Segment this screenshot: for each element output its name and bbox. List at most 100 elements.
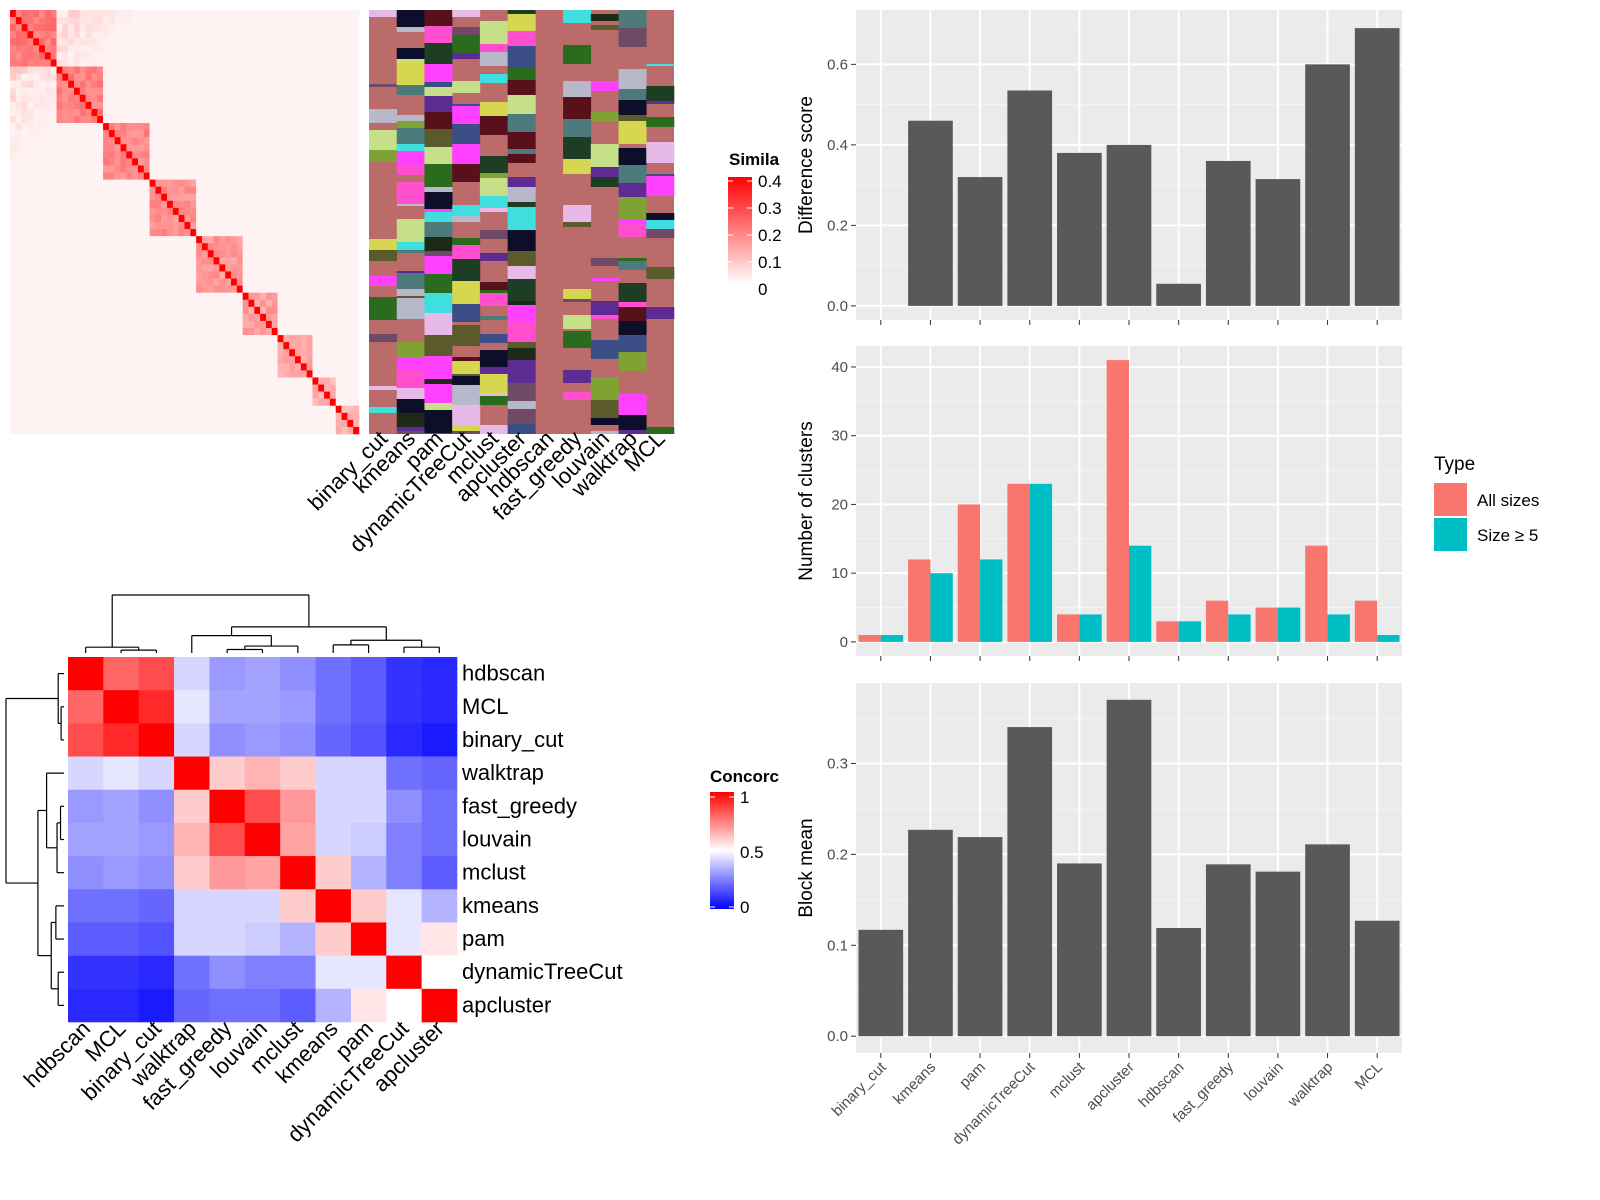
membership-segment bbox=[563, 159, 592, 174]
similarity-cell bbox=[73, 335, 81, 343]
similarity-cell bbox=[114, 207, 121, 216]
similarity-cell bbox=[260, 384, 267, 392]
similarity-cell bbox=[120, 285, 127, 293]
similarity-cell bbox=[271, 405, 278, 414]
similarity-cell bbox=[27, 278, 34, 286]
similarity-cell bbox=[50, 101, 57, 110]
similarity-cell bbox=[85, 222, 92, 230]
similarity-cell bbox=[242, 31, 249, 39]
similarity-cell bbox=[306, 257, 313, 265]
similarity-cell bbox=[265, 80, 273, 89]
similarity-cell bbox=[324, 123, 331, 131]
similarity-cell bbox=[137, 328, 145, 336]
similarity-cell bbox=[289, 222, 296, 230]
similarity-cell bbox=[324, 264, 331, 272]
similarity-cell bbox=[242, 384, 249, 392]
similarity-cell bbox=[201, 214, 209, 223]
similarity-cell bbox=[289, 10, 296, 18]
similarity-cell bbox=[295, 66, 302, 74]
similarity-cell bbox=[196, 80, 203, 89]
similarity-cell bbox=[219, 222, 226, 230]
similarity-cell bbox=[242, 207, 249, 216]
similarity-cell bbox=[271, 172, 278, 180]
similarity-cell bbox=[213, 271, 220, 279]
similarity-cell bbox=[254, 123, 261, 131]
similarity-cell bbox=[277, 214, 284, 223]
similarity-cell bbox=[196, 391, 203, 399]
similarity-cell bbox=[120, 193, 127, 202]
similarity-cell bbox=[21, 222, 28, 230]
similarity-cell bbox=[277, 200, 284, 209]
similarity-cell bbox=[300, 24, 307, 32]
similarity-cell bbox=[132, 165, 139, 173]
similarity-cell bbox=[149, 172, 156, 180]
similarity-cell bbox=[295, 412, 302, 421]
similarity-cell bbox=[120, 370, 127, 378]
similarity-cell bbox=[277, 130, 284, 138]
concordance-cell bbox=[315, 889, 352, 923]
similarity-cell bbox=[108, 73, 115, 81]
similarity-cell bbox=[213, 419, 220, 428]
similarity-cell bbox=[172, 59, 179, 67]
similarity-cell bbox=[114, 278, 121, 286]
similarity-cell bbox=[277, 285, 284, 293]
similarity-cell bbox=[219, 398, 226, 407]
similarity-cell bbox=[260, 250, 267, 258]
similarity-cell bbox=[347, 349, 354, 357]
similarity-cell bbox=[155, 101, 162, 110]
similarity-cell bbox=[219, 264, 226, 272]
similarity-cell bbox=[39, 137, 46, 145]
similarity-cell bbox=[347, 52, 354, 60]
similarity-cell bbox=[114, 349, 121, 357]
similarity-cell bbox=[219, 172, 226, 180]
similarity-cell bbox=[335, 313, 342, 322]
similarity-cell bbox=[103, 158, 110, 166]
similarity-cell bbox=[62, 214, 69, 223]
similarity-cell bbox=[300, 172, 307, 180]
similarity-cell bbox=[10, 313, 17, 322]
similarity-cell bbox=[213, 52, 220, 60]
bar bbox=[957, 177, 1003, 306]
similarity-cell bbox=[27, 419, 34, 428]
similarity-cell bbox=[347, 130, 354, 138]
similarity-cell bbox=[312, 165, 319, 173]
similarity-cell bbox=[347, 144, 354, 152]
similarity-cell bbox=[15, 313, 22, 322]
concordance-cell bbox=[244, 856, 281, 890]
similarity-cell bbox=[329, 292, 337, 301]
similarity-cell bbox=[15, 186, 22, 195]
similarity-cell bbox=[318, 320, 325, 329]
similarity-cell bbox=[341, 292, 348, 301]
similarity-legend-tick-label: 0 bbox=[758, 280, 767, 299]
similarity-cell bbox=[10, 370, 17, 378]
membership-segment bbox=[424, 82, 453, 87]
similarity-cell bbox=[318, 363, 325, 371]
similarity-cell bbox=[79, 363, 86, 371]
similarity-cell bbox=[68, 236, 75, 244]
similarity-cell bbox=[207, 405, 214, 414]
similarity-cell bbox=[248, 335, 255, 343]
similarity-cell bbox=[225, 172, 232, 180]
similarity-cell bbox=[44, 292, 52, 301]
similarity-cell bbox=[137, 243, 145, 251]
similarity-cell bbox=[289, 186, 296, 195]
membership-segment bbox=[424, 410, 453, 433]
similarity-cell bbox=[50, 320, 57, 329]
similarity-cell bbox=[184, 172, 191, 180]
similarity-cell bbox=[265, 306, 273, 315]
similarity-cell bbox=[114, 17, 121, 25]
similarity-cell bbox=[27, 229, 34, 237]
similarity-cell bbox=[33, 320, 40, 329]
similarity-cell bbox=[126, 313, 133, 322]
similarity-cell bbox=[44, 342, 52, 350]
similarity-cell bbox=[10, 363, 17, 371]
similarity-cell bbox=[120, 377, 127, 385]
similarity-cell bbox=[68, 299, 75, 308]
similarity-cell bbox=[347, 426, 354, 435]
similarity-cell bbox=[265, 356, 273, 364]
similarity-cell bbox=[62, 31, 69, 39]
similarity-cell bbox=[265, 101, 273, 110]
similarity-cell bbox=[172, 10, 179, 18]
membership-segment bbox=[479, 52, 508, 66]
